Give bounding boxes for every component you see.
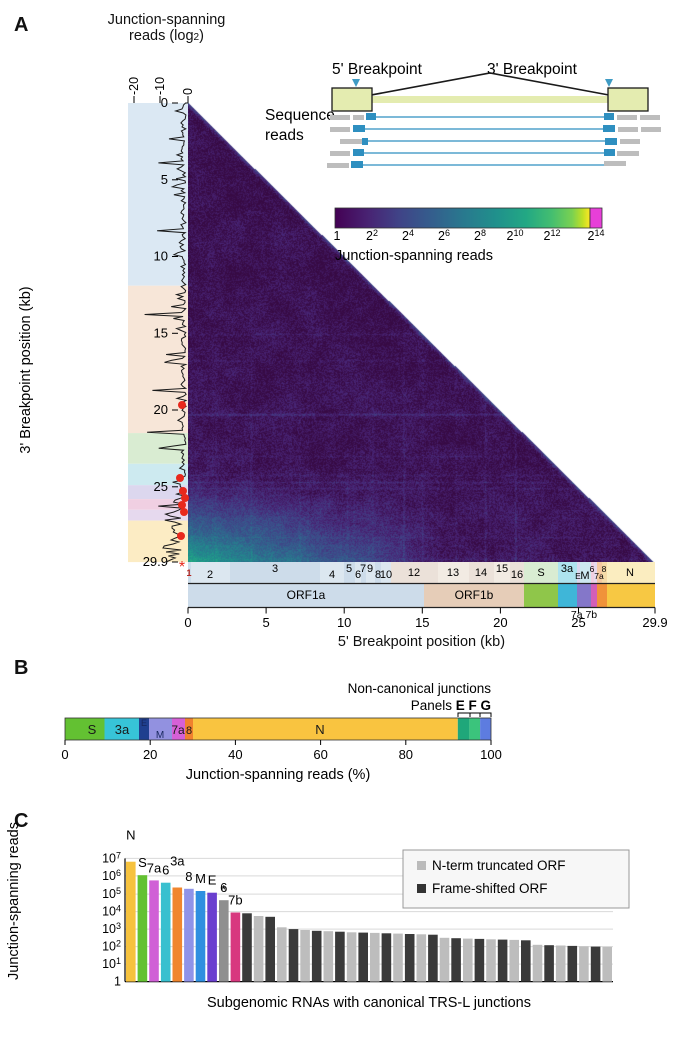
svg-text:Junction-spanning reads: Junction-spanning reads [335, 248, 493, 264]
svg-text:1: 1 [334, 229, 341, 243]
svg-text:12: 12 [408, 567, 420, 579]
svg-text:Panels E F G: Panels E F G [411, 698, 491, 713]
svg-text:29.9: 29.9 [143, 554, 168, 569]
svg-text:reads: reads [265, 127, 304, 144]
svg-text:8: 8 [602, 564, 607, 574]
svg-text:102: 102 [102, 939, 121, 954]
svg-text:214: 214 [588, 228, 605, 243]
svg-text:S: S [138, 855, 147, 870]
svg-text:-10: -10 [153, 77, 167, 95]
svg-text:40: 40 [228, 747, 242, 762]
svg-text:Junction-spanning reads: Junction-spanning reads [6, 822, 22, 980]
svg-text:20: 20 [143, 747, 157, 762]
svg-text:7a: 7a [171, 723, 185, 737]
svg-text:4: 4 [329, 569, 335, 581]
svg-text:1: 1 [186, 568, 191, 578]
svg-text:5: 5 [346, 563, 352, 575]
svg-text:100: 100 [480, 747, 502, 762]
svg-text:7a: 7a [147, 860, 162, 875]
svg-text:ORF1a: ORF1a [287, 588, 326, 602]
svg-text:10: 10 [337, 615, 351, 630]
svg-text:15: 15 [496, 563, 508, 575]
svg-text:7b: 7b [228, 893, 242, 908]
svg-text:3a: 3a [115, 722, 130, 737]
svg-text:8: 8 [185, 869, 192, 884]
svg-text:E: E [141, 718, 147, 728]
svg-text:6: 6 [162, 863, 169, 878]
svg-text:105: 105 [102, 886, 121, 901]
svg-text:106: 106 [102, 868, 121, 883]
svg-text:26: 26 [438, 228, 450, 243]
svg-text:N: N [126, 828, 135, 843]
svg-text:16: 16 [511, 569, 523, 581]
svg-text:20: 20 [154, 402, 168, 417]
svg-text:80: 80 [399, 747, 413, 762]
svg-text:29.9: 29.9 [642, 615, 667, 630]
svg-text:20: 20 [493, 615, 507, 630]
svg-text:9: 9 [367, 563, 373, 575]
svg-text:14: 14 [475, 567, 487, 579]
svg-text:13: 13 [447, 567, 459, 579]
svg-text:107: 107 [102, 850, 121, 865]
svg-text:104: 104 [102, 904, 121, 919]
svg-text:25: 25 [571, 615, 585, 630]
svg-text:S: S [537, 567, 544, 579]
svg-text:3a: 3a [561, 563, 574, 575]
svg-text:Junction-spanning reads (%): Junction-spanning reads (%) [186, 767, 371, 783]
svg-text:8: 8 [186, 725, 192, 737]
svg-text:212: 212 [544, 228, 561, 243]
svg-text:Frame-shifted ORF: Frame-shifted ORF [432, 881, 548, 896]
svg-text:M: M [195, 871, 206, 886]
svg-text:60: 60 [313, 747, 327, 762]
svg-text:5: 5 [161, 172, 168, 187]
svg-text:Sequence: Sequence [265, 107, 335, 124]
svg-text:3: 3 [272, 563, 278, 575]
svg-text:N-term truncated ORF: N-term truncated ORF [432, 858, 566, 873]
svg-text:103: 103 [102, 921, 121, 936]
svg-text:M: M [156, 730, 164, 741]
svg-text:N: N [315, 722, 324, 737]
svg-text:24: 24 [402, 228, 414, 243]
svg-text:25: 25 [154, 479, 168, 494]
svg-text:Non-canonical junctions: Non-canonical junctions [348, 681, 492, 696]
svg-text:3a: 3a [170, 854, 185, 869]
svg-text:28: 28 [474, 228, 486, 243]
svg-text:0: 0 [184, 615, 191, 630]
svg-text:101: 101 [102, 956, 121, 971]
svg-text:7: 7 [360, 563, 366, 575]
svg-text:0: 0 [161, 95, 168, 110]
svg-text:10: 10 [380, 569, 392, 581]
svg-text:0: 0 [61, 747, 68, 762]
svg-text:M: M [580, 570, 589, 582]
svg-text:6: 6 [220, 880, 227, 895]
svg-text:-20: -20 [127, 77, 141, 95]
svg-text:*: * [179, 559, 185, 576]
svg-text:10: 10 [154, 249, 168, 264]
svg-text:Subgenomic RNAs with canonical: Subgenomic RNAs with canonical TRS-L jun… [207, 995, 531, 1011]
svg-text:210: 210 [507, 228, 524, 243]
svg-text:15: 15 [415, 615, 429, 630]
svg-text:E: E [208, 873, 217, 888]
svg-text:2: 2 [207, 569, 213, 581]
svg-text:1: 1 [114, 975, 121, 989]
svg-text:3' Breakpoint position (kb): 3' Breakpoint position (kb) [18, 286, 34, 453]
svg-text:5: 5 [262, 615, 269, 630]
svg-text:ORF1b: ORF1b [455, 588, 494, 602]
svg-text:22: 22 [366, 228, 378, 243]
svg-text:15: 15 [154, 325, 168, 340]
svg-text:N: N [626, 567, 634, 579]
svg-text:5' Breakpoint: 5' Breakpoint [332, 61, 423, 78]
svg-text:S: S [88, 722, 97, 737]
svg-text:0: 0 [181, 88, 195, 95]
